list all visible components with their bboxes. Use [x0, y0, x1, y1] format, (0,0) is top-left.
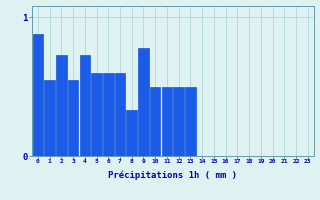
Bar — [126, 110, 137, 156]
Bar — [115, 73, 125, 156]
Bar — [68, 80, 78, 156]
Bar — [162, 87, 172, 156]
Bar — [44, 80, 55, 156]
Bar — [91, 73, 102, 156]
Bar — [138, 48, 149, 156]
Bar — [150, 87, 161, 156]
Bar — [56, 55, 67, 156]
Bar — [185, 87, 196, 156]
Bar — [173, 87, 184, 156]
X-axis label: Précipitations 1h ( mm ): Précipitations 1h ( mm ) — [108, 170, 237, 180]
Bar — [33, 34, 43, 156]
Bar — [80, 55, 90, 156]
Bar — [103, 73, 114, 156]
